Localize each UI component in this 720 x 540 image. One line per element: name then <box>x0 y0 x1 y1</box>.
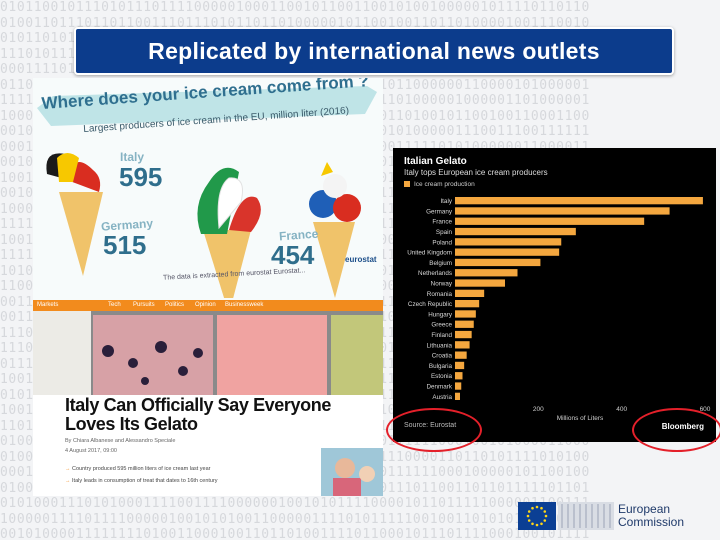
category-label: Lithuania <box>426 342 452 349</box>
article-date: 4 August 2017, 09:00 <box>65 448 117 454</box>
category-label: Estonia <box>431 373 453 380</box>
slide-title: Replicated by international news outlets <box>148 37 600 64</box>
category-label: Bulgaria <box>429 363 453 370</box>
european-commission-logo: European Commission <box>518 498 714 536</box>
bar-belgium <box>455 258 541 267</box>
gelato-display-photo <box>33 311 383 395</box>
article-bullet-text: Country produced 595 million liters of i… <box>72 466 211 472</box>
category-label: Poland <box>432 239 452 246</box>
category-label: Spain <box>436 229 453 236</box>
nav-item-businessweek[interactable]: Businessweek <box>225 302 264 308</box>
source-highlight-ring <box>386 408 482 452</box>
bar-romania <box>455 289 485 297</box>
ec-wordmark-line2: Commission <box>618 515 685 529</box>
nav-item-opinion[interactable]: Opinion <box>195 302 216 308</box>
eurostat-logo: eurostat <box>345 255 377 264</box>
ec-wordmark-line1: European <box>618 502 671 516</box>
logo-highlight-ring <box>632 408 720 452</box>
x-axis-label: Millions of Liters <box>557 415 604 422</box>
eu-star-icon <box>531 522 534 526</box>
chart-title: Italian Gelato <box>404 156 467 167</box>
category-label: Romania <box>427 291 453 298</box>
stat-label-italy: Italy <box>120 150 145 164</box>
bar-netherlands <box>455 269 518 277</box>
nav-item-pursuits[interactable]: Pursuits <box>133 302 155 308</box>
eu-star-icon <box>543 519 547 522</box>
nav-item-markets[interactable]: Markets <box>37 302 59 308</box>
category-label: Italy <box>440 198 452 205</box>
bar-finland <box>455 330 472 339</box>
category-label: Croatia <box>432 353 453 360</box>
x-tick-label: 600 <box>700 406 711 413</box>
infographic-banner <box>37 86 377 126</box>
eu-star-icon <box>535 505 539 509</box>
eu-star-icon <box>544 514 548 518</box>
category-label: Finland <box>431 332 452 339</box>
ec-wordmark: European Commission <box>618 503 684 529</box>
article-headline[interactable]: Italy Can Officially Say Everyone Loves … <box>65 395 331 434</box>
bar-austria <box>455 392 460 400</box>
chart-legend: Ice cream production <box>404 181 475 188</box>
eu-star-icon <box>535 523 539 527</box>
category-label: Germany <box>426 208 453 215</box>
article-bullet: → Italy leads in consumption of treat th… <box>65 478 218 484</box>
commission-building-icon <box>558 502 614 530</box>
bar-france <box>455 217 645 225</box>
x-tick-label: 400 <box>616 406 627 413</box>
chart-subtitle: Italy tops European ice cream producers <box>404 168 548 177</box>
category-label: Denmark <box>426 384 452 391</box>
eu-star-icon <box>526 514 530 518</box>
legend-label: Ice cream production <box>414 181 475 188</box>
stat-value-germany: 515 <box>103 230 147 260</box>
bar-norway <box>455 279 505 287</box>
bar-greece <box>455 320 474 328</box>
bar-germany <box>455 207 670 215</box>
eu-star-icon <box>540 506 543 510</box>
bar-chart-svg: Italy Germany France Spain Poland United King… <box>407 197 711 422</box>
bloomberg-chart: Italian Gelato Italy tops European ice c… <box>393 148 716 442</box>
eu-star-icon <box>527 519 531 522</box>
bar-hungary <box>455 310 476 318</box>
eu-star-icon <box>527 510 531 513</box>
bar-czech-republic <box>455 300 480 308</box>
bar-italy <box>455 197 703 205</box>
bar-united-kingdom <box>455 248 560 256</box>
news-article-screenshot: Markets Tech Pursuits Politics Opinion B… <box>33 300 383 496</box>
article-bullet: → Country produced 595 million liters of… <box>65 466 211 472</box>
nav-item-politics[interactable]: Politics <box>165 302 185 308</box>
article-bullet-text: Italy leads in consumption of treat that… <box>72 478 218 484</box>
category-label: Netherlands <box>418 270 452 277</box>
bar-bulgaria <box>455 361 465 370</box>
bar-poland <box>455 238 562 246</box>
slide-title-box: Replicated by international news outlets <box>74 27 674 75</box>
legend-swatch <box>404 181 410 187</box>
article-thumbnail-photo <box>321 448 383 496</box>
category-label: Czech Republic <box>408 301 452 308</box>
bar-croatia <box>455 351 467 359</box>
nav-item-tech[interactable]: Tech <box>108 302 121 308</box>
category-label: Norway <box>431 281 453 288</box>
eu-flag-icon <box>518 502 556 530</box>
article-nav-bar: Markets Tech Pursuits Politics Opinion B… <box>33 300 383 311</box>
category-label: Greece <box>431 322 452 329</box>
category-label: France <box>432 219 452 226</box>
article-byline: By Chiara Albanese and Alessandro Specia… <box>65 438 176 444</box>
category-label: Belgium <box>429 260 452 267</box>
stat-value-france: 454 <box>271 240 315 270</box>
bar-spain <box>455 227 576 236</box>
stat-value-italy: 595 <box>119 162 163 192</box>
x-tick-label: 200 <box>533 406 544 413</box>
bar-denmark <box>455 382 462 390</box>
bar-lithuania <box>455 341 470 349</box>
eu-star-icon <box>540 522 543 526</box>
category-label: Austria <box>432 394 452 401</box>
category-label: Hungary <box>428 311 453 318</box>
category-label: United Kingdom <box>407 250 452 257</box>
eu-star-icon <box>543 510 547 513</box>
ice-cream-cones-illustration <box>46 153 361 298</box>
eu-star-icon <box>531 506 534 510</box>
bar-estonia <box>455 372 463 380</box>
ice-cream-infographic: Where does your ice cream come from ? La… <box>33 78 383 300</box>
